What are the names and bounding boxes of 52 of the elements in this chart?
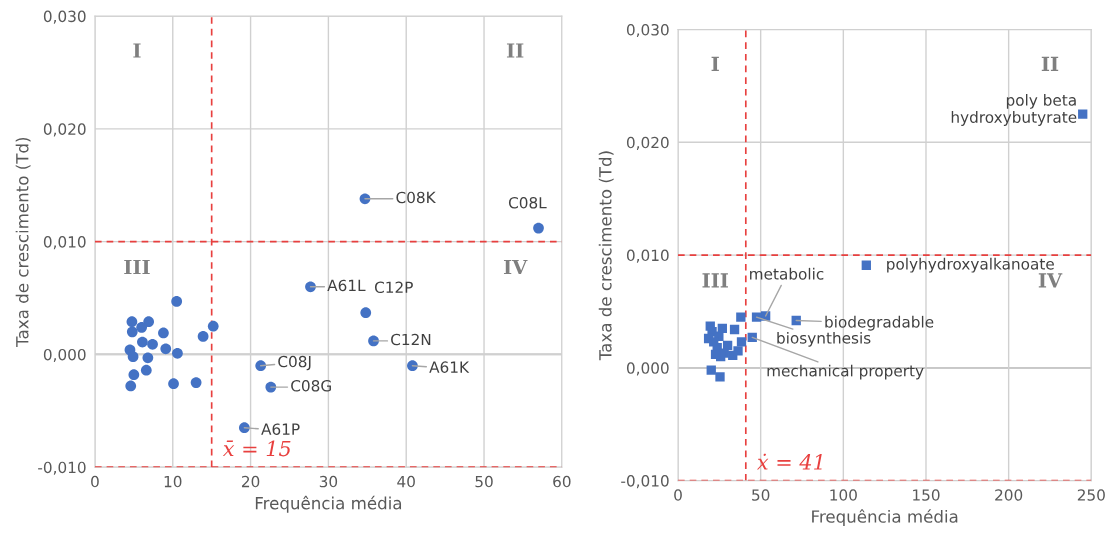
annotation: poly beta hydroxybutyrate bbox=[951, 94, 1077, 126]
x-tick-label: 20 bbox=[241, 475, 260, 488]
x-tick-label: 50 bbox=[475, 475, 493, 488]
x-tick-label: 50 bbox=[752, 489, 770, 501]
annotation: C08G bbox=[291, 380, 331, 392]
annotation: IV bbox=[1038, 273, 1063, 288]
x-tick-label: 60 bbox=[553, 475, 571, 488]
x-tick-label: 30 bbox=[319, 475, 338, 488]
x-tick-label: 40 bbox=[397, 475, 415, 488]
annotation: biosynthesis bbox=[777, 331, 871, 347]
y-tick-label: -0,010 bbox=[621, 475, 669, 489]
x-tick-label: 100 bbox=[830, 489, 857, 501]
y-tick-label: 0,030 bbox=[43, 10, 86, 24]
annotation: C08K bbox=[396, 191, 436, 204]
annotation: III bbox=[124, 259, 150, 275]
y-tick-label: 0,010 bbox=[626, 249, 669, 263]
annotation: II bbox=[506, 43, 524, 58]
x-axis-title: Frequência média bbox=[812, 509, 958, 527]
annotation: A61L bbox=[327, 279, 366, 292]
x-tick-label: 150 bbox=[913, 489, 940, 501]
annotation: biodegradable bbox=[825, 315, 934, 331]
annotation: II bbox=[1041, 56, 1059, 71]
x-axis-title: Frequência média bbox=[255, 495, 402, 513]
x-tick-label: 0 bbox=[91, 475, 99, 488]
y-axis-title: Taxa de crescimento (Td) bbox=[598, 151, 614, 361]
annotation: III bbox=[702, 273, 728, 288]
y-tick-label: 0,010 bbox=[43, 236, 86, 250]
annotation: A61K bbox=[429, 361, 470, 373]
x-tick-label: 200 bbox=[995, 489, 1023, 501]
x-tick-label: 10 bbox=[164, 475, 182, 488]
y-axis-title: Taxa de crescimento (Td) bbox=[15, 137, 31, 347]
annotation: polyhydroxyalkanoate bbox=[887, 257, 1054, 273]
annotation: mechanical property bbox=[767, 364, 924, 380]
annotation: I bbox=[133, 43, 141, 58]
annotation: C12N bbox=[391, 333, 431, 346]
ref-line-label: x̄ = 15 bbox=[222, 440, 291, 457]
annotation: I bbox=[711, 56, 719, 71]
y-tick-label: 0,020 bbox=[626, 136, 669, 150]
x-tick-label: 0 bbox=[674, 489, 682, 501]
y-tick-label: 0,030 bbox=[626, 24, 669, 38]
annotation: metabolic bbox=[750, 267, 824, 280]
y-tick-label: -0,010 bbox=[38, 461, 86, 475]
x-tick-label: 250 bbox=[1077, 489, 1105, 501]
ref-line-label: ẋ = 41 bbox=[756, 453, 822, 470]
annotation: A61P bbox=[261, 423, 300, 435]
y-tick-label: 0,000 bbox=[626, 362, 669, 376]
annotation: C08L bbox=[508, 196, 547, 209]
y-tick-label: 0,020 bbox=[43, 123, 86, 137]
annotation: IV bbox=[503, 259, 528, 275]
annotation: C12P bbox=[374, 281, 413, 294]
y-tick-label: 0,000 bbox=[43, 348, 86, 362]
annotation: C08J bbox=[278, 355, 311, 371]
